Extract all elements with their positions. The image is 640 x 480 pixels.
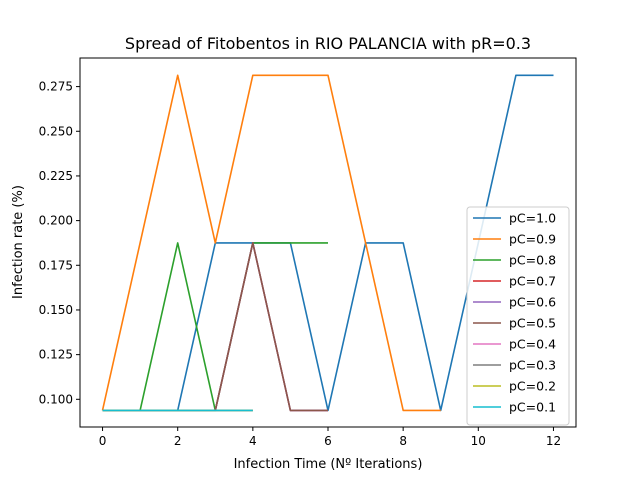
- legend-label: pC=0.2: [509, 379, 556, 394]
- legend-label: pC=0.1: [509, 400, 556, 415]
- legend-label: pC=0.4: [509, 337, 556, 352]
- y-tick-label: 0.100: [39, 392, 73, 406]
- legend-label: pC=0.9: [509, 232, 556, 247]
- legend-box: [466, 206, 570, 426]
- y-tick-label: 0.275: [39, 80, 73, 94]
- legend-label: pC=0.5: [509, 316, 556, 331]
- legend-label: pC=0.8: [509, 253, 556, 268]
- y-axis-ticks: 0.100 0.125 0.150 0.175 0.200 0.225 0.250 0.275: [39, 80, 80, 406]
- legend-label: pC=0.7: [509, 274, 556, 289]
- y-axis-label: Infection rate (%): [11, 185, 26, 299]
- y-tick-label: 0.250: [39, 124, 73, 138]
- x-axis-label: Infection Time (Nº Iterations): [234, 457, 423, 472]
- x-tick-label: 6: [324, 434, 332, 448]
- x-tick-label: 10: [471, 434, 486, 448]
- legend-label: pC=0.3: [509, 358, 556, 373]
- y-tick-label: 0.225: [39, 169, 73, 183]
- x-tick-label: 0: [99, 434, 107, 448]
- y-tick-label: 0.150: [39, 303, 73, 317]
- legend: pC=1.0 pC=0.9 pC=0.8 pC=0.7 pC=0.6 pC=0.5 pC=0…: [466, 206, 570, 426]
- y-tick-label: 0.200: [39, 214, 73, 228]
- legend-label: pC=1.0: [509, 211, 556, 226]
- y-tick-label: 0.125: [39, 348, 73, 362]
- x-tick-label: 4: [249, 434, 257, 448]
- x-tick-label: 8: [399, 434, 407, 448]
- legend-label: pC=0.6: [509, 295, 556, 310]
- x-axis-ticks: 0 2 4 6 8 10 12: [99, 427, 561, 448]
- chart-title: Spread of Fitobentos in RIO PALANCIA wit…: [125, 34, 531, 53]
- x-tick-label: 2: [174, 434, 182, 448]
- series-line-pc-0-9: [101, 74, 441, 412]
- y-tick-label: 0.175: [39, 258, 73, 272]
- x-tick-label: 12: [546, 434, 561, 448]
